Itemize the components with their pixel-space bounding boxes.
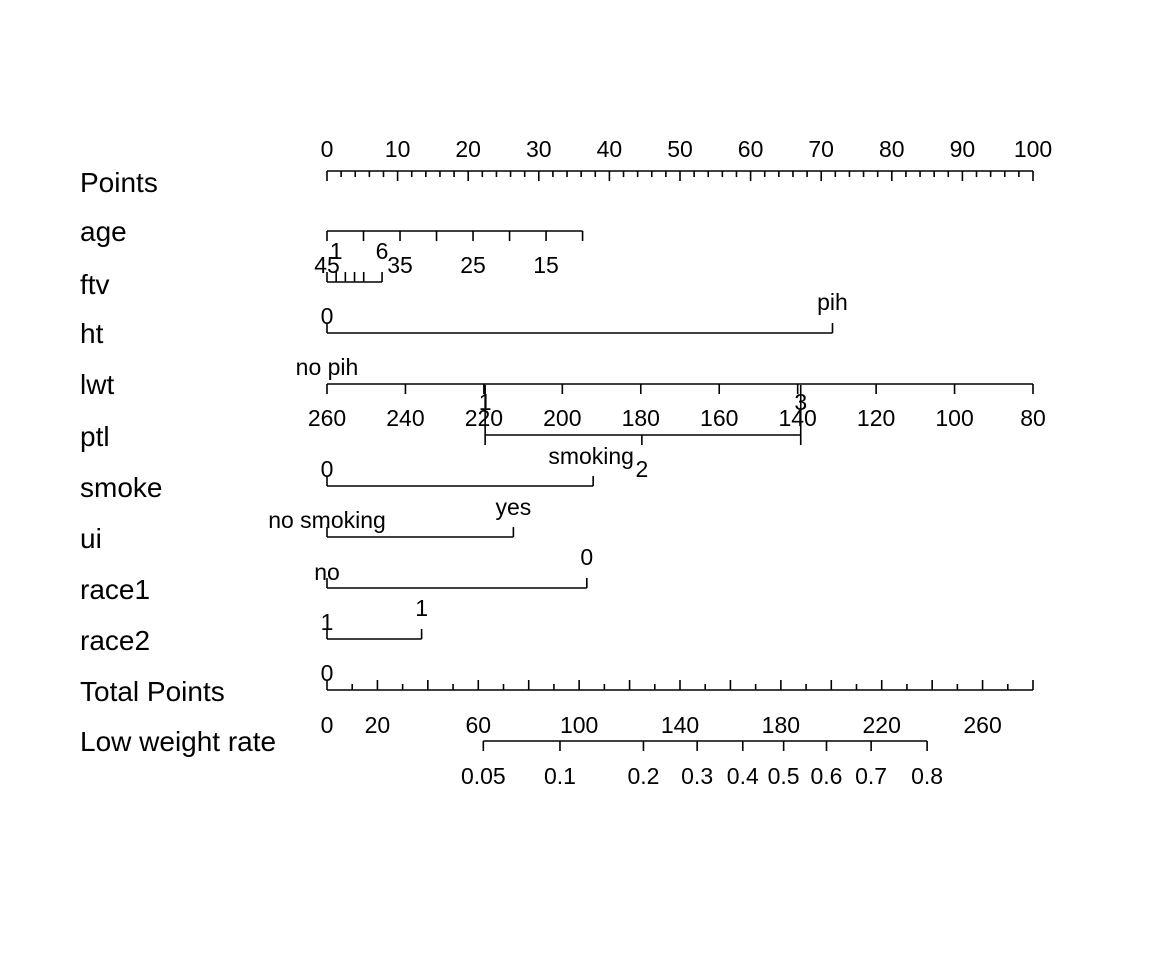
total-tick-label: 180 [762,712,800,738]
points-tick-label: 10 [385,136,411,162]
total-tick-label: 100 [560,712,598,738]
age-tick-label: 25 [460,252,486,278]
ht-axis: 0 pih [321,289,848,334]
ftv-level-label: 6 [376,238,389,264]
points-tick-label: 60 [738,136,764,162]
lwt-tick-label: 240 [386,405,424,431]
points-axis: 0 10 20 30 40 50 60 70 80 90 100 [321,136,1052,181]
points-tick-label: 70 [808,136,834,162]
rate-tick-label: 0.2 [627,763,659,789]
lwt-tick-label: 100 [935,405,973,431]
total-points-axis: 0 0 20 60 100 140 180 220 260 [321,660,1034,738]
total-tick-label: 260 [963,712,1001,738]
ptl-level-label: 3 [794,389,807,415]
ht-level-label: 0 [321,303,334,329]
ht-level-label: pih [817,289,848,315]
smoke-level-label: smoking [548,443,634,469]
points-tick-label: 100 [1014,136,1052,162]
smoke-axis: 0 smoking [321,443,634,487]
rate-axis: 0.05 0.1 0.2 0.3 0.4 0.5 0.6 0.7 0.8 [461,740,943,789]
row-label-lwt: lwt [80,369,114,400]
lwt-tick-label: 200 [543,405,581,431]
points-tick-label: 80 [879,136,905,162]
age-tick-label: 15 [533,252,559,278]
lwt-tick-label: 180 [622,405,660,431]
row-label-race2: race2 [80,625,150,656]
lwt-tick-label: 80 [1020,405,1046,431]
lwt-tick-label: 160 [700,405,738,431]
rate-tick-label: 0.6 [811,763,843,789]
rate-tick-label: 0.5 [768,763,800,789]
lwt-tick-label: 260 [308,405,346,431]
total-tick-label: 0 [321,712,334,738]
points-tick-label: 40 [597,136,623,162]
row-label-points: Points [80,167,158,198]
rate-tick-label: 0.05 [461,763,506,789]
points-tick-label: 50 [667,136,693,162]
ptl-level-label: 2 [635,456,648,482]
lwt-left-label: no pih [296,354,359,380]
rate-tick-label: 0.1 [544,763,576,789]
row-label-total-points: Total Points [80,676,225,707]
row-label-low-weight-rate: Low weight rate [80,726,276,757]
total-zero-label: 0 [321,660,334,686]
ui-level-label: yes [495,494,531,520]
smoke-level-label: 0 [321,456,334,482]
total-tick-label: 140 [661,712,699,738]
race2-axis: 11 [321,595,428,640]
race1-level-label: 0 [580,544,593,570]
row-label-ptl: ptl [80,421,110,452]
ui-level-label: no smoking [268,507,386,533]
points-tick-label: 30 [526,136,552,162]
row-labels: Points age ftv ht lwt ptl smoke ui race1 race2 Tot… [80,167,276,757]
total-tick-label: 220 [863,712,901,738]
age-axis: 45 35 25 15 [314,230,584,278]
race1-axis: no 0 [314,544,593,589]
row-label-ui: ui [80,523,102,554]
rate-tick-label: 0.7 [855,763,887,789]
row-label-smoke: smoke [80,472,162,503]
ui-axis: no smoking yes [268,494,531,538]
lwt-tick-label: 220 [465,405,503,431]
lwt-tick-label: 120 [857,405,895,431]
total-tick-label: 20 [365,712,391,738]
lwt-tick-label: 140 [778,405,816,431]
points-tick-label: 90 [950,136,976,162]
race2-level-label: 1 [415,595,428,621]
ptl-level-label: 1 [479,389,492,415]
row-label-age: age [80,216,127,247]
lwt-axis: 260 240 220 200 180 160 140 120 100 80 no pih [296,354,1046,431]
points-tick-label: 20 [455,136,481,162]
age-tick-label: 35 [387,252,413,278]
race1-level-label: no [314,559,340,585]
ftv-level-label: 1 [330,238,343,264]
rate-tick-label: 0.3 [681,763,713,789]
race2-level-label: 1 [321,609,334,635]
rate-tick-label: 0.4 [727,763,759,789]
row-label-ht: ht [80,318,104,349]
row-label-ftv: ftv [80,269,110,300]
row-label-race1: race1 [80,574,150,605]
total-tick-label: 60 [465,712,491,738]
rate-tick-label: 0.8 [911,763,943,789]
ptl-axis: 1 3 2 [479,385,807,482]
points-tick-label: 0 [321,136,334,162]
